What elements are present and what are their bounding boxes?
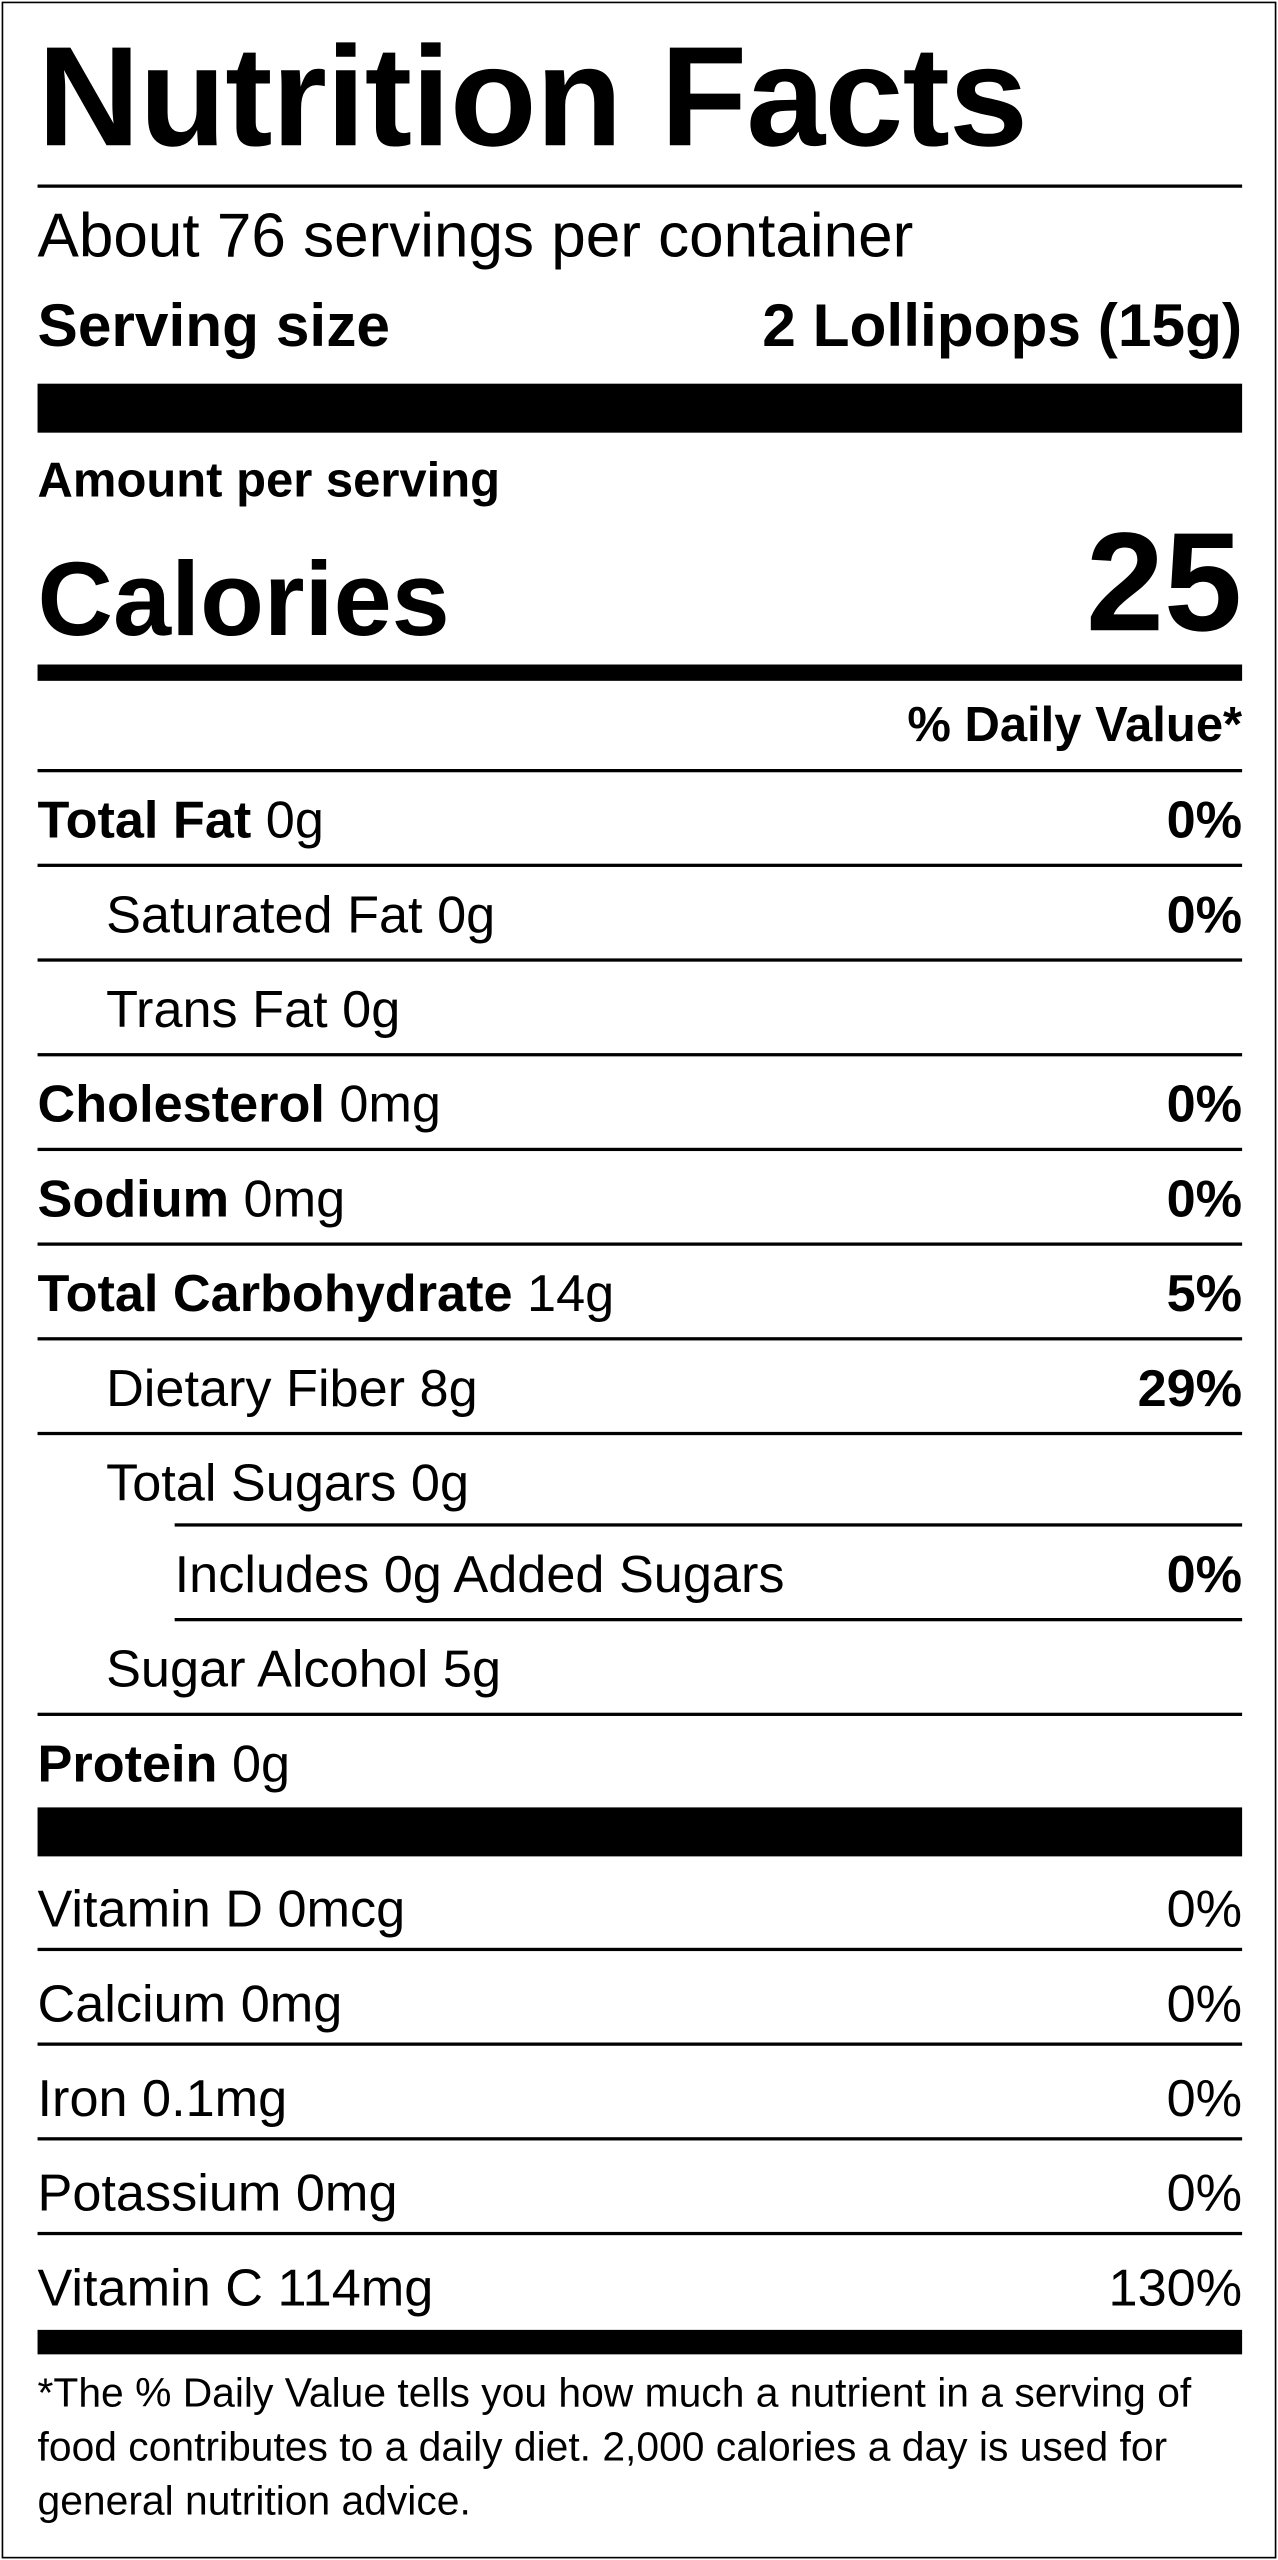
vitamin-amount: 114mg (277, 2258, 434, 2317)
vitamin-name: Vitamin C (37, 2258, 263, 2317)
nutrient-name: Total Fat (37, 790, 252, 850)
servings: About 76 servings per container (37, 202, 914, 272)
vitamin-amount: 0mg (240, 1973, 343, 2033)
nutrient-name: Sugar Alcohol (106, 1639, 429, 1699)
nutrient-name: Trans Fat (106, 979, 328, 1039)
vitamin-row: Vitamin C 114mg 130% (38, 2235, 1243, 2326)
thick-bar (37, 383, 1243, 433)
nutrient-dv: 0% (1166, 884, 1243, 944)
nutrient-amount: 0g (437, 884, 496, 944)
vitamin-amount: 0.1mg (142, 2068, 288, 2128)
calories-row: Calories 25 (38, 505, 1243, 665)
medium-bar (37, 664, 1243, 681)
vitamin-amount: 0mcg (277, 1879, 406, 1939)
nutrient-amount: 0g (342, 979, 401, 1039)
thick-bar (37, 1807, 1243, 1857)
nutrient-name: Cholesterol (37, 1074, 325, 1134)
vitamin-dv: 0% (1166, 1879, 1243, 1939)
vitamin-row: Potassium 0mg 0% (37, 2140, 1243, 2236)
calories-label: Calories (37, 540, 450, 658)
footnote: *The % Daily Value tells you how much a … (37, 2370, 1192, 2525)
nutrient-dv: 0% (1166, 1074, 1243, 1134)
nutrient-row: Saturated Fat 0g 0% (37, 867, 1243, 962)
nutrient-dv: 5% (1166, 1263, 1243, 1323)
daily-value-header: % Daily Value* (37, 681, 1242, 773)
nutrient-name: Sodium (37, 1169, 230, 1228)
vitamin-row: Iron 0.1mg 0% (37, 2046, 1243, 2141)
nutrient-row: Sodium 0mg 0% (37, 1151, 1243, 1246)
nutrient-name: Dietary Fiber (106, 1358, 406, 1418)
nutrient-amount: 0mg (243, 1169, 346, 1228)
label-content: Nutrition Facts About 76 servings per co… (37, 3, 1243, 2529)
nutrient-amount: 0mg (339, 1074, 441, 1134)
vitamin-row: Vitamin D 0mcg 0% (37, 1856, 1243, 1952)
vitamin-dv: 130% (1108, 2258, 1243, 2317)
serving-size-label: Serving size (37, 292, 390, 360)
nutrient-row: Includes 0g Added Sugars 0% (174, 1523, 1243, 1622)
nutrient-name: Protein (37, 1733, 218, 1793)
title: Nutrition Facts (37, 3, 1243, 188)
vitamin-amount: 0mg (295, 2163, 398, 2223)
nutrient-amount: 0g (231, 1733, 291, 1793)
nutrient-dv: 0% (1166, 1169, 1243, 1228)
footer-bar (37, 2329, 1243, 2355)
nutrient-row: Protein 0g (38, 1716, 1243, 1807)
nutrient-dv: 0% (1166, 790, 1243, 850)
serving-size: Serving size 2 Lollipops (15g) (38, 269, 1243, 383)
nutrient-dv: 0% (1166, 1544, 1243, 1604)
nutrient-name: Total Sugars (106, 1453, 397, 1512)
nutrient-name: Total Carbohydrate (37, 1263, 513, 1323)
vitamin-dv: 0% (1166, 1973, 1243, 2033)
nutrient-name: Saturated Fat (106, 884, 423, 944)
serving-size-value: 2 Lollipops (15g) (762, 292, 1243, 360)
vitamin-row: Calcium 0mg 0% (37, 1951, 1243, 2046)
vitamin-name: Calcium (37, 1973, 227, 2033)
vitamin-dv: 0% (1166, 2163, 1243, 2223)
vitamin-name: Vitamin D (37, 1879, 263, 1939)
nutrient-name: Includes 0g Added Sugars (174, 1544, 785, 1604)
nutrient-amount: 8g (419, 1358, 478, 1418)
amount-per-serving: Amount per serving (37, 453, 501, 508)
vitamin-name: Potassium (37, 2163, 282, 2223)
nutrient-row: Total Sugars 0g (38, 1435, 1243, 1526)
nutrient-amount: 5g (442, 1639, 502, 1699)
nutrient-row: Cholesterol 0mg 0% (37, 1056, 1243, 1152)
nutrient-row: Trans Fat 0g (37, 962, 1243, 1057)
nutrient-row: Total Fat 0g 0% (37, 772, 1243, 867)
nutrient-row: Sugar Alcohol 5g (37, 1621, 1243, 1716)
calories-value: 25 (1085, 504, 1243, 662)
nutrient-dv: 29% (1137, 1358, 1243, 1418)
nutrient-row: Dietary Fiber 8g 29% (37, 1340, 1243, 1436)
vitamin-name: Iron (37, 2068, 128, 2128)
nutrient-amount: 0g (410, 1453, 470, 1512)
nutrient-row: Total Carbohydrate 14g 5% (37, 1246, 1243, 1341)
nutrient-amount: 14g (527, 1263, 615, 1323)
vitamin-dv: 0% (1166, 2068, 1243, 2128)
nutrient-amount: 0g (265, 790, 324, 850)
